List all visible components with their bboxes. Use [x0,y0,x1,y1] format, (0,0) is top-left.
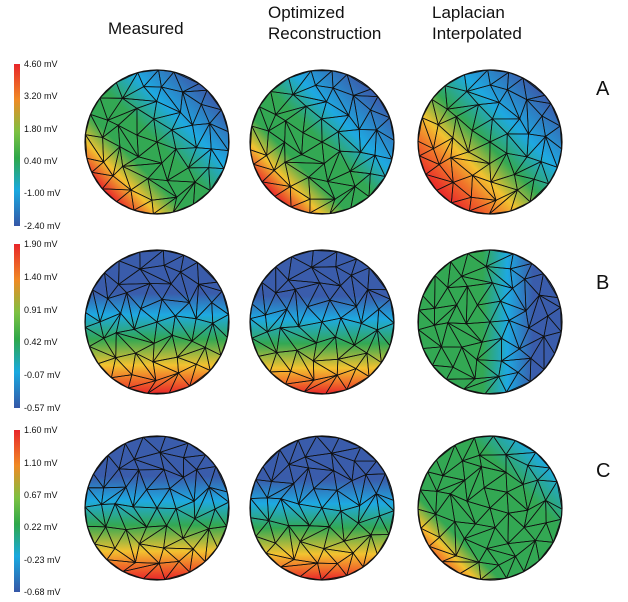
mesh-triangle [437,115,457,139]
colorbar-b-tick: 0.91 mV [24,305,58,315]
potential-map-outline [249,435,395,581]
potential-map-laplacian-A [417,69,563,215]
mesh-triangle [297,466,315,506]
colorbar-c-tick: 0.67 mV [24,490,58,500]
mesh-triangle [455,115,473,154]
row-label-a: A [596,78,610,100]
column-title-line: Reconstruction [268,24,382,43]
mesh-triangle [465,284,478,326]
mesh-triangle [442,444,464,477]
row-label-c: C [596,460,611,482]
colorbar-c-tick: -0.68 mV [24,587,61,597]
potential-map-measured-C [84,435,230,581]
mesh-triangle [267,120,286,143]
triangle-mesh [250,70,394,214]
mesh-triangle [261,281,277,317]
column-title-measured: Measured [108,18,184,39]
triangle-mesh [418,250,562,394]
colorbar-a-tick: 0.40 mV [24,156,58,166]
colorbar-c-tick: 1.60 mV [24,425,58,435]
potential-map-outline [249,249,395,395]
row-label-b: B [596,272,610,294]
column-title-laplacian: Laplacian Interpolated [432,2,522,44]
mesh-triangle [132,468,147,509]
colorbar-c-tick: -0.23 mV [24,555,61,565]
colorbar-a-tick: -2.40 mV [24,221,61,231]
colorbar-c [14,430,20,592]
mesh-triangle [106,292,128,315]
mesh-triangle [103,454,120,490]
potential-map-optimized-B [249,249,395,395]
mesh-triangle [447,285,469,306]
triangle-mesh [250,436,394,580]
colorbar-b-tick: -0.57 mV [24,403,61,413]
column-title-line: Laplacian [432,3,505,22]
potential-map-outline [84,249,230,395]
column-title-line: Optimized [268,3,345,22]
potential-map-outline [249,69,395,215]
colorbar-a-tick: 1.80 mV [24,124,58,134]
mesh-triangle [118,468,140,488]
colorbar-a-tick: 4.60 mV [24,59,58,69]
potential-map-optimized-A [249,69,395,215]
mesh-triangle [251,125,269,157]
mesh-triangle [125,291,142,331]
mesh-triangle [288,463,310,485]
potential-map-measured-A [84,69,230,215]
mesh-triangle [466,465,485,503]
column-title-optimized: Optimized Reconstruction [268,2,381,44]
colorbar-c-tick: 0.22 mV [24,522,58,532]
column-title-line: Interpolated [432,24,522,43]
mesh-triangle [421,117,439,151]
colorbar-b-tick: 0.42 mV [24,337,58,347]
mesh-triangle [92,289,109,324]
column-title-line: Measured [108,19,184,38]
mesh-triangle [85,134,105,164]
potential-map-outline [417,249,563,395]
potential-map-optimized-C [249,435,395,581]
colorbar-a-tick: -1.00 mV [24,188,61,198]
potential-map-laplacian-C [417,435,563,581]
mesh-triangle [294,287,308,329]
triangle-mesh [85,436,229,580]
colorbar-b-tick: -0.07 mV [24,370,61,380]
potential-map-outline [417,69,563,215]
mesh-triangle [117,124,139,159]
mesh-triangle [270,448,290,483]
colorbar-b-tick: 1.40 mV [24,272,58,282]
potential-map-outline [417,435,563,581]
triangle-mesh [418,70,562,214]
triangle-mesh [85,70,229,214]
mesh-triangle [101,124,121,148]
potential-map-measured-B [84,249,230,395]
colorbar-a-tick: 3.20 mV [24,91,58,101]
colorbar-b [14,244,20,408]
mesh-triangle [434,274,449,310]
mesh-triangle [275,288,296,310]
potential-map-outline [84,69,230,215]
triangle-mesh [250,250,394,394]
mesh-triangle [462,460,483,482]
mesh-triangle [284,119,304,157]
colorbar-c-tick: 1.10 mV [24,458,58,468]
potential-map-laplacian-B [417,249,563,395]
colorbar-a [14,64,20,226]
triangle-mesh [85,250,229,394]
colorbar-b-tick: 1.90 mV [24,239,58,249]
potential-map-outline [84,435,230,581]
